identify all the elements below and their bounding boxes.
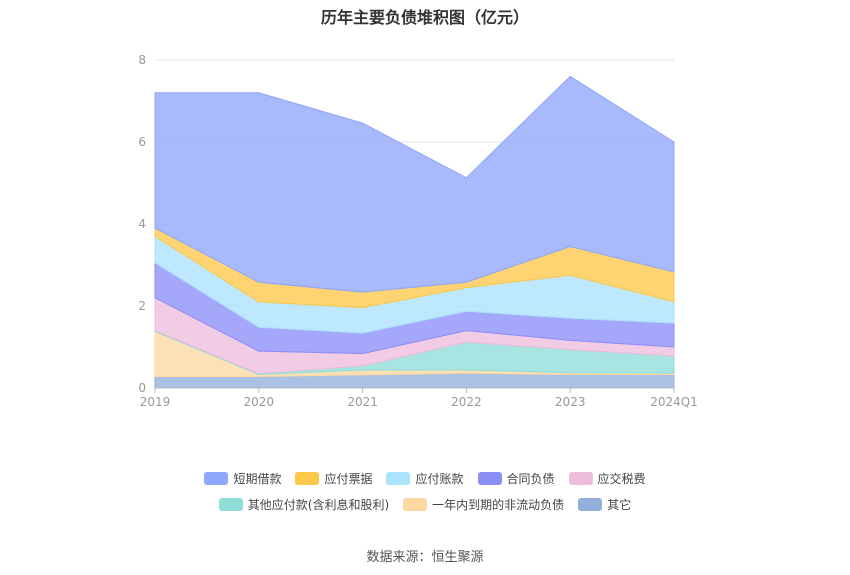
legend-item[interactable]: 合同负债 <box>477 470 555 487</box>
legend-item[interactable]: 其他应付款(含利息和股利) <box>218 496 390 513</box>
legend-label: 应付票据 <box>324 472 373 486</box>
legend-swatch <box>204 472 229 485</box>
y-tick-label: 0 <box>138 381 146 395</box>
legend-item[interactable]: 一年内到期的非流动负债 <box>403 496 564 513</box>
y-tick-label: 2 <box>138 299 146 313</box>
x-tick-label: 2020 <box>244 395 275 409</box>
legend-swatch <box>568 472 593 485</box>
y-tick-label: 8 <box>138 53 146 67</box>
legend-label: 一年内到期的非流动负债 <box>432 498 565 512</box>
y-tick-label: 4 <box>138 217 146 231</box>
chart-title: 历年主要负债堆积图（亿元） <box>320 8 529 27</box>
legend-swatch <box>477 472 502 485</box>
legend-item[interactable]: 其它 <box>578 496 631 513</box>
x-tick-label: 2023 <box>555 395 586 409</box>
x-tick-label: 2019 <box>140 395 171 409</box>
legend-swatch <box>578 498 603 511</box>
y-tick-label: 6 <box>138 135 146 149</box>
x-tick-label: 2022 <box>451 395 482 409</box>
legend-label: 合同负债 <box>506 472 555 486</box>
legend-swatch <box>386 472 411 485</box>
legend-swatch <box>218 498 243 511</box>
legend-item[interactable]: 应付票据 <box>295 470 372 487</box>
x-tick-label: 2021 <box>347 395 378 409</box>
legend-label: 其他应付款(含利息和股利) <box>247 498 390 512</box>
legend-label: 应交税费 <box>597 472 646 486</box>
chart-legend: 短期借款 应付票据 应付账款 合同负债 应交税费其他应付款(含利息和股利) 一年内到期的非… <box>0 470 850 522</box>
legend-item[interactable]: 应交税费 <box>568 470 646 487</box>
legend-swatch <box>403 498 428 511</box>
x-tick-label: 2024Q1 <box>650 395 698 409</box>
legend-label: 其它 <box>607 498 632 512</box>
legend-label: 短期借款 <box>233 472 282 486</box>
data-source: 数据来源：恒生聚源 <box>366 550 484 565</box>
chart-plot: 0 2 4 6 8 2019 2020 2021 2022 2023 2024Q1 <box>138 53 698 409</box>
legend-row: 短期借款 应付票据 应付账款 合同负债 应交税费 <box>0 470 850 487</box>
legend-item[interactable]: 短期借款 <box>204 470 281 487</box>
area-series <box>154 75 675 293</box>
legend-label: 应付账款 <box>415 472 464 486</box>
legend-item[interactable]: 应付账款 <box>386 470 464 487</box>
legend-row: 其他应付款(含利息和股利) 一年内到期的非流动负债 其它 <box>0 496 850 513</box>
legend-swatch <box>295 472 320 485</box>
